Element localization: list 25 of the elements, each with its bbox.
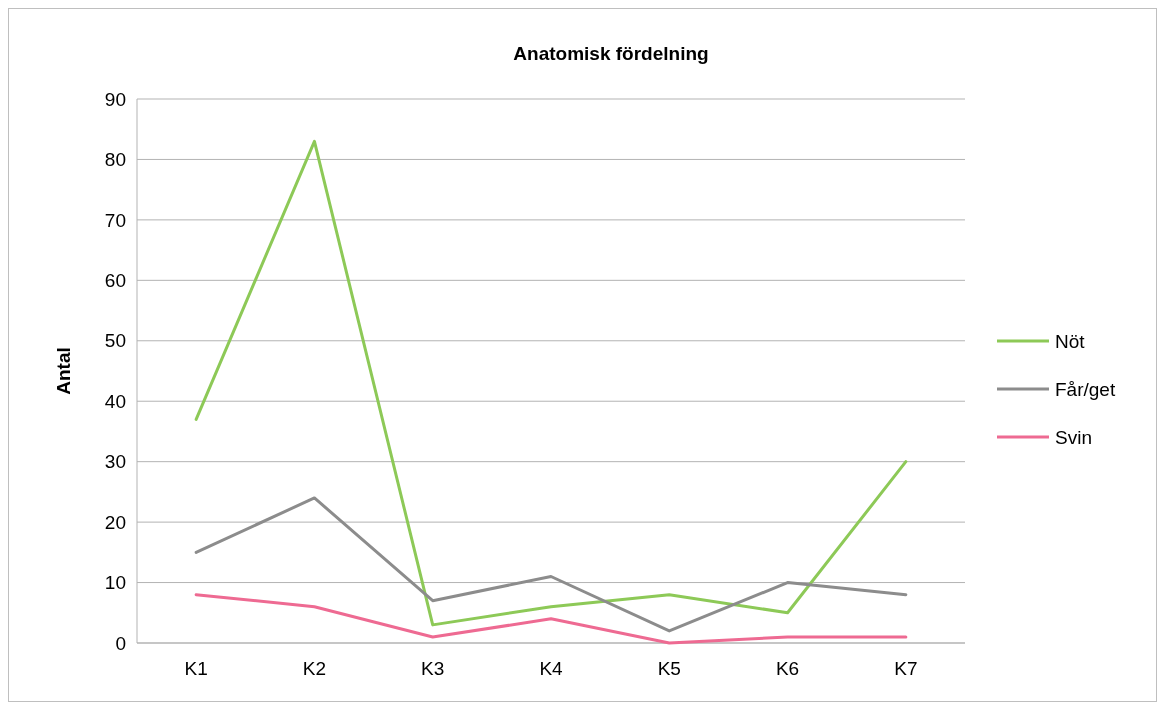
x-tick-label: K3 <box>421 658 445 679</box>
line-series <box>194 139 908 627</box>
y-tick-label: 40 <box>104 390 126 412</box>
legend-label: Får/get <box>1055 378 1116 400</box>
x-tick-label: K7 <box>894 658 918 679</box>
x-tick-label: K6 <box>775 658 800 679</box>
y-tick-label: 60 <box>104 269 126 291</box>
legend-label: Svin <box>1055 426 1092 448</box>
legend-label: Nöt <box>1055 330 1086 352</box>
x-tick-label: K2 <box>302 658 327 679</box>
y-tick-label: 80 <box>104 149 126 171</box>
y-tick-label: 50 <box>104 330 126 352</box>
y-tick-label: 70 <box>104 209 126 231</box>
chart-title: Anatomisk fördelning <box>513 43 709 64</box>
y-tick-label: 30 <box>104 451 126 473</box>
line-series <box>194 593 908 645</box>
x-tick-label: K5 <box>657 658 681 679</box>
y-tick-label: 20 <box>104 511 126 533</box>
y-tick-label: 10 <box>104 572 126 594</box>
x-tick-label: K4 <box>539 658 564 679</box>
y-axis-title: Antal <box>53 347 74 395</box>
y-tick-label: 90 <box>104 88 126 110</box>
y-tick-label: 0 <box>115 632 126 654</box>
line-series <box>194 496 908 633</box>
x-tick-label: K1 <box>184 658 208 679</box>
